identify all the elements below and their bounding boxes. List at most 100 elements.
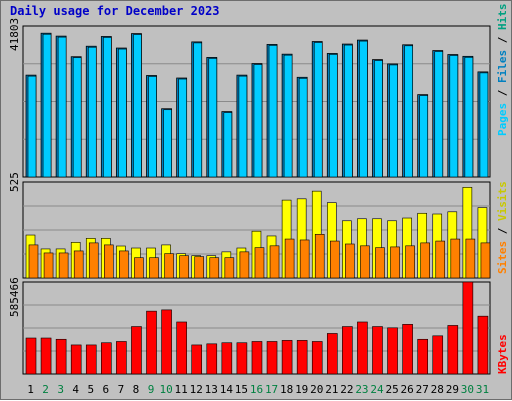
legend-hits-panel: Pages / Files / Hits	[496, 4, 509, 137]
files-bar	[404, 45, 413, 178]
kbytes-bar	[221, 342, 233, 375]
x-tick-label: 11	[175, 383, 188, 396]
chart-title: Daily usage for December 2023	[10, 4, 220, 18]
kbytes-bar	[176, 321, 187, 375]
legend-separator: /	[496, 83, 509, 103]
kbytes-bar	[25, 337, 37, 375]
files-bar	[238, 75, 248, 178]
sites-bar	[360, 245, 370, 279]
kbytes-bar	[462, 281, 474, 375]
legend-visits-panel: Sites / Visits	[496, 181, 509, 274]
x-tick-label: 15	[235, 383, 248, 396]
files-bar	[374, 60, 383, 178]
sites-bar	[28, 244, 39, 279]
files-bar	[298, 78, 308, 178]
files-bar	[57, 36, 67, 178]
files-bar	[313, 42, 323, 178]
files-bar	[42, 33, 52, 178]
files-bar	[208, 58, 218, 178]
files-bar	[193, 42, 203, 178]
kbytes-bar	[206, 343, 218, 375]
kbytes-bar	[432, 335, 444, 375]
kbytes-bar	[447, 325, 459, 375]
x-tick-label: 18	[280, 383, 293, 396]
x-tick-label: 25	[385, 383, 398, 396]
kbytes-bar	[477, 315, 489, 375]
kbytes-bar	[116, 341, 127, 375]
sites-bar	[420, 242, 430, 279]
x-tick-label: 16	[250, 383, 263, 396]
files-bar	[359, 40, 368, 178]
sites-bar	[58, 252, 69, 279]
files-bar	[178, 78, 187, 178]
sites-bar	[284, 238, 295, 279]
x-tick-label: 1	[27, 383, 34, 396]
x-tick-label: 2	[42, 383, 49, 396]
kbytes-bar	[296, 340, 308, 375]
sites-bar	[254, 247, 265, 279]
kbytes-bar	[372, 326, 383, 375]
sites-bar	[149, 257, 159, 279]
sites-bar	[239, 251, 250, 279]
x-tick-label: 14	[220, 383, 234, 396]
sites-bar	[480, 242, 491, 279]
sites-bar	[465, 238, 476, 279]
files-bar	[72, 57, 82, 178]
x-tick-label: 4	[72, 383, 79, 396]
sites-bar	[209, 257, 220, 279]
legend-separator: /	[496, 30, 509, 50]
files-bar	[148, 76, 157, 178]
files-bar	[87, 46, 97, 178]
sites-bar	[345, 243, 355, 279]
x-tick-label: 6	[103, 383, 110, 396]
sites-bar	[299, 239, 310, 279]
sites-bar	[329, 240, 340, 279]
kbytes-bar	[402, 324, 413, 375]
sites-bar	[405, 245, 415, 279]
legend-pages: Pages	[496, 103, 509, 136]
legend-hits: Hits	[496, 4, 509, 31]
kbytes-bar	[266, 341, 278, 375]
x-tick-label: 19	[295, 383, 308, 396]
kbytes-bar	[326, 333, 338, 375]
legend-kbytes: KBytes	[496, 334, 509, 374]
x-tick-label: 9	[148, 383, 155, 396]
kbytes-bar	[236, 342, 248, 375]
kbytes-bar	[417, 338, 428, 375]
sites-bar	[375, 247, 385, 279]
x-tick-label: 31	[476, 383, 489, 396]
files-bar	[328, 54, 338, 178]
files-bar	[133, 34, 142, 178]
kbytes-bar	[161, 309, 172, 375]
sites-bar	[104, 244, 114, 279]
kbytes-bar	[55, 338, 67, 375]
x-tick-label: 20	[310, 383, 323, 396]
sites-bar	[164, 253, 174, 279]
sites-bar	[73, 250, 84, 279]
kbytes-bar	[40, 337, 52, 375]
kbytes-bar	[387, 327, 398, 375]
kbytes-bar	[281, 340, 293, 375]
files-bar	[268, 45, 278, 178]
x-tick-label: 24	[370, 383, 384, 396]
files-bar	[118, 48, 127, 178]
sites-bar	[224, 257, 235, 279]
sites-bar	[119, 250, 129, 279]
legend-files: Files	[496, 50, 509, 83]
x-tick-label: 22	[340, 383, 353, 396]
x-tick-label: 3	[57, 383, 64, 396]
kbytes-bar	[70, 344, 82, 375]
kbytes-bar	[357, 321, 368, 375]
files-bar	[253, 64, 263, 178]
x-tick-label: 7	[118, 383, 125, 396]
x-tick-label: 5	[87, 383, 94, 396]
files-bar	[419, 95, 428, 178]
y-max-label-2: 525	[8, 172, 21, 192]
sites-bar	[43, 252, 54, 279]
x-tick-label: 12	[190, 383, 203, 396]
sites-bar	[179, 255, 189, 279]
x-tick-label: 8	[133, 383, 140, 396]
files-bar	[344, 44, 353, 178]
